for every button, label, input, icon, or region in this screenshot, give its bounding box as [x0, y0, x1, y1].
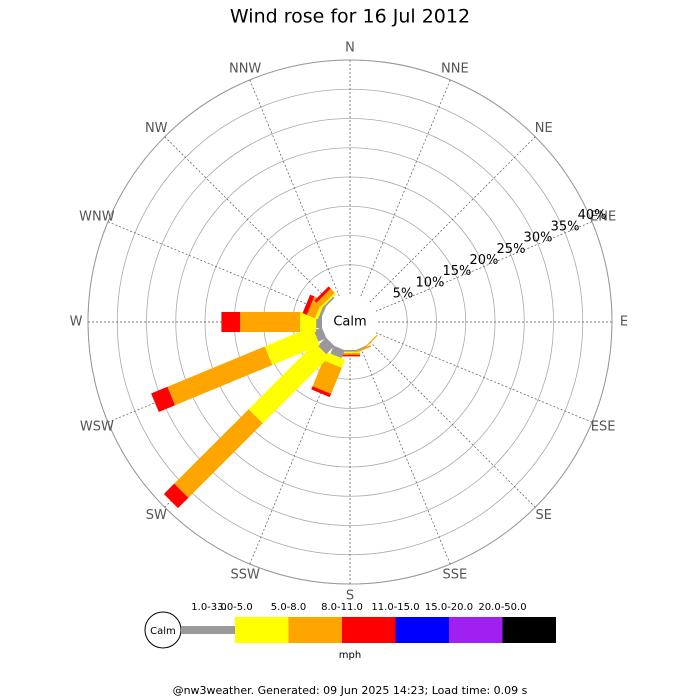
direction-label: NW	[145, 121, 168, 136]
spoke	[164, 136, 331, 303]
wind-segment	[167, 346, 273, 406]
wind-segment	[163, 483, 189, 509]
legend-label: 3.0-5.0	[217, 602, 252, 613]
wind-segment	[340, 351, 360, 353]
ring-label: 10%	[415, 275, 444, 290]
wind-segment	[323, 352, 346, 368]
direction-label: ESE	[591, 419, 616, 434]
direction-label: SW	[146, 508, 167, 523]
grid-ring	[175, 147, 525, 497]
direction-label: N	[345, 41, 355, 56]
legend-label: 11.0-15.0	[371, 602, 419, 613]
direction-label: NE	[535, 121, 553, 136]
wind-segment	[340, 352, 360, 355]
wind-segment	[319, 304, 327, 317]
wind-segment	[313, 327, 327, 342]
unit-label: mph	[339, 650, 361, 661]
wind-segment	[221, 312, 241, 332]
legend-swatch	[342, 617, 396, 643]
spoke	[360, 347, 451, 565]
legend-swatch	[181, 626, 235, 634]
wind-segment	[311, 386, 332, 398]
legend-label: 5.0-8.0	[271, 602, 306, 613]
direction-label: WNW	[79, 210, 115, 225]
wind-segment	[330, 345, 345, 359]
ring-label: 15%	[442, 264, 471, 279]
legend-label: 1.0-3.0	[191, 602, 226, 613]
spoke	[360, 79, 451, 297]
ring-label: 40%	[578, 208, 607, 223]
ring-label: 30%	[524, 231, 553, 246]
legend-label: 15.0-20.0	[425, 602, 473, 613]
wind-segment	[151, 386, 175, 412]
direction-label: NNW	[229, 61, 261, 76]
legend-swatch	[502, 617, 556, 643]
direction-label: SE	[536, 508, 552, 523]
direction-label: W	[70, 315, 83, 330]
ring-label: 25%	[497, 242, 526, 257]
wind-segment	[248, 343, 329, 424]
wind-segment	[312, 360, 342, 394]
footer: @nw3weather. Generated: 09 Jun 2025 14:2…	[173, 684, 528, 697]
ring-label: 35%	[551, 219, 580, 234]
direction-label: NNE	[441, 61, 469, 76]
ring-label: 5%	[393, 287, 414, 302]
direction-label: SSW	[230, 568, 260, 583]
direction-label: SSE	[442, 568, 467, 583]
wind-segment	[174, 409, 263, 498]
direction-label: ENE	[590, 210, 616, 225]
spoke	[375, 221, 593, 312]
grid-ring	[146, 118, 554, 526]
wind-segment	[340, 354, 360, 357]
direction-label: E	[620, 315, 628, 330]
wind-segment	[314, 286, 331, 303]
spoke	[249, 347, 340, 565]
wind-segment	[316, 288, 335, 307]
direction-label: WSW	[80, 419, 114, 434]
wind-segment	[320, 292, 336, 308]
legend-swatch	[449, 617, 503, 643]
spoke	[107, 221, 325, 312]
wind-segment	[362, 334, 378, 350]
legend-swatch	[288, 617, 342, 643]
ring-label: 20%	[470, 253, 499, 268]
legend-swatch	[235, 617, 289, 643]
wind-segment	[240, 312, 301, 332]
wind-segment	[317, 337, 335, 355]
spoke	[375, 332, 593, 423]
wind-segment	[355, 345, 367, 352]
spoke	[249, 79, 340, 297]
wind-segment	[324, 296, 335, 307]
chart-title: Wind rose for 16 Jul 2012	[230, 6, 470, 28]
calm-circle	[329, 301, 371, 343]
calm-label: Calm	[333, 315, 366, 330]
wind-segment	[302, 294, 315, 315]
wind-segment	[264, 326, 320, 365]
spoke	[369, 341, 536, 508]
legend-label: 20.0-50.0	[478, 602, 526, 613]
legend-label: 8.0-11.0	[321, 602, 363, 613]
spoke	[369, 136, 536, 303]
wind-segment	[344, 350, 356, 352]
legend-calm-label: Calm	[150, 626, 176, 637]
direction-label: S	[346, 589, 354, 604]
legend-swatch	[395, 617, 449, 643]
